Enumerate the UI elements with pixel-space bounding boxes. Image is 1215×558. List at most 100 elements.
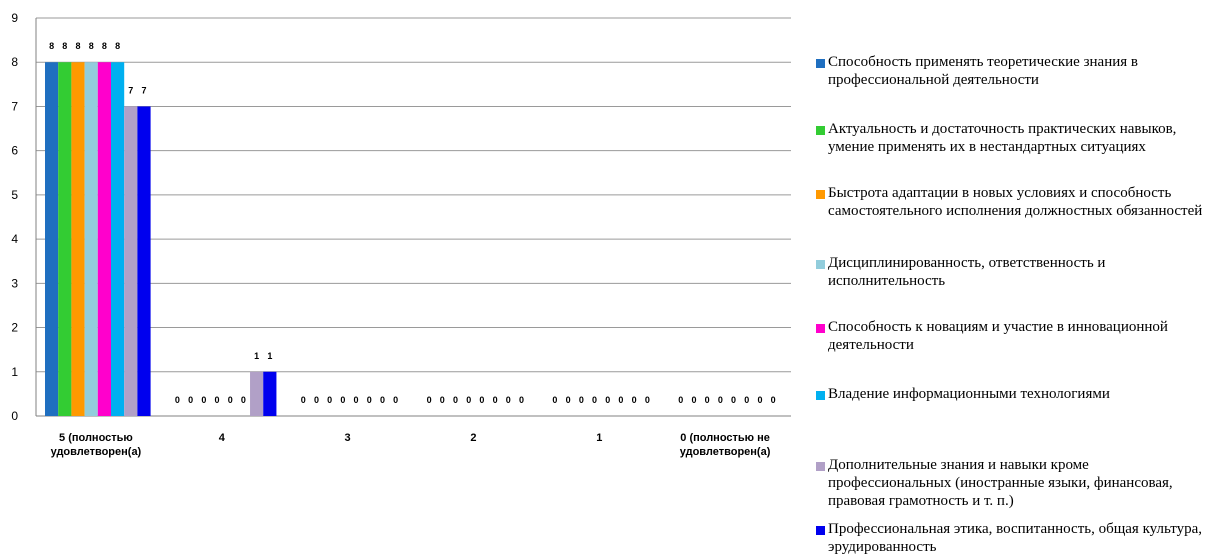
y-axis-ticks: 0 1 2 3 4 5 6 7 8 9: [11, 11, 18, 423]
data-label: 7: [141, 85, 146, 95]
legend-swatch: [816, 324, 825, 333]
x-category-label: 4: [219, 432, 226, 444]
x-category-label: удовлетворен(а): [51, 446, 142, 458]
data-label: 0: [228, 395, 233, 405]
data-label: 1: [254, 351, 259, 361]
legend-label: Актуальность и достаточность практически…: [828, 121, 1177, 155]
data-label: 8: [75, 41, 80, 51]
legend-item: Дисциплинированность, ответственность и …: [816, 254, 1212, 290]
legend-swatch: [816, 260, 825, 269]
y-tick-label: 4: [11, 232, 18, 246]
bar: [111, 62, 125, 416]
data-label: 8: [102, 41, 107, 51]
legend-swatch: [816, 391, 825, 400]
data-label: 8: [49, 41, 54, 51]
legend-swatch: [816, 190, 825, 199]
legend-label: Способность к новациям и участие в иннов…: [828, 319, 1168, 353]
data-label: 0: [632, 395, 637, 405]
data-label: 8: [115, 41, 120, 51]
data-label: 0: [314, 395, 319, 405]
data-label: 0: [215, 395, 220, 405]
data-label: 8: [89, 41, 94, 51]
legend-item: Способность применять теоретические знан…: [816, 53, 1212, 89]
legend-label: Профессиональная этика, воспитанность, о…: [828, 521, 1203, 555]
data-label: 0: [241, 395, 246, 405]
legend-item: Актуальность и достаточность практически…: [816, 120, 1212, 156]
gridlines: [35, 17, 791, 417]
legend-item: Дополнительные знания и навыки кроме про…: [816, 456, 1212, 510]
data-label: 0: [718, 395, 723, 405]
data-label: 0: [466, 395, 471, 405]
legend-label: Способность применять теоретические знан…: [828, 54, 1138, 88]
data-label: 0: [678, 395, 683, 405]
legend-label: Дисциплинированность, ответственность и …: [828, 255, 1106, 289]
data-label: 0: [744, 395, 749, 405]
legend-swatch: [816, 59, 825, 68]
bar: [97, 62, 111, 416]
y-tick-label: 2: [11, 321, 18, 335]
bar: [137, 106, 151, 416]
data-labels: 8 8 8 8 8 87 70 0 0 0 0 01 10 0 0 0 0 0 0 0 0 0 0 0 0 0 0 0 0 0 0 0 0 0 0 0…: [49, 41, 776, 405]
x-category-label: 1: [596, 432, 602, 444]
x-category-label: 5 (полностью: [59, 432, 133, 444]
data-label: 7: [128, 85, 133, 95]
bar: [250, 371, 264, 416]
data-label: 0: [340, 395, 345, 405]
legend-label: Владение информационными технологиями: [828, 386, 1110, 402]
data-label: 0: [757, 395, 762, 405]
bars: [45, 62, 277, 416]
x-category-label: удовлетворен(а): [680, 446, 771, 458]
data-label: 0: [519, 395, 524, 405]
y-tick-label: 0: [11, 409, 18, 423]
y-tick-label: 1: [11, 365, 18, 379]
bar: [84, 62, 98, 416]
bar: [58, 62, 72, 416]
data-label: 0: [645, 395, 650, 405]
data-label: 0: [367, 395, 372, 405]
x-category-label: 3: [345, 432, 351, 444]
data-label: 0: [605, 395, 610, 405]
data-label: 0: [440, 395, 445, 405]
data-label: 0: [506, 395, 511, 405]
data-label: 0: [201, 395, 206, 405]
data-label: 0: [579, 395, 584, 405]
data-label: 0: [301, 395, 306, 405]
data-label: 0: [175, 395, 180, 405]
legend-item: Быстрота адаптации в новых условиях и сп…: [816, 184, 1212, 220]
data-label: 0: [592, 395, 597, 405]
y-tick-label: 5: [11, 188, 18, 202]
data-label: 0: [731, 395, 736, 405]
data-label: 0: [393, 395, 398, 405]
legend-label: Быстрота адаптации в новых условиях и сп…: [828, 185, 1203, 219]
bar: [71, 62, 85, 416]
x-axis-categories: 5 (полностью удовлетворен(а) 4 3 2 1 0 (полнос…: [51, 432, 771, 458]
legend-item: Владение информационными технологиями: [816, 385, 1212, 403]
data-label: 0: [618, 395, 623, 405]
data-label: 0: [327, 395, 332, 405]
legend-swatch: [816, 126, 825, 135]
y-tick-label: 6: [11, 144, 18, 158]
bar: [45, 62, 59, 416]
data-label: 0: [552, 395, 557, 405]
x-category-label: 0 (полностью не: [680, 432, 770, 444]
bar: [124, 106, 138, 416]
legend-swatch: [816, 462, 825, 471]
legend-label: Дополнительные знания и навыки кроме про…: [828, 457, 1173, 509]
legend-item: Профессиональная этика, воспитанность, о…: [816, 520, 1212, 556]
data-label: 0: [691, 395, 696, 405]
data-label: 0: [354, 395, 359, 405]
data-label: 0: [380, 395, 385, 405]
data-label: 1: [267, 351, 272, 361]
y-tick-label: 3: [11, 276, 18, 290]
data-label: 0: [705, 395, 710, 405]
data-label: 0: [566, 395, 571, 405]
data-label: 0: [427, 395, 432, 405]
data-label: 0: [188, 395, 193, 405]
legend-item: Способность к новациям и участие в иннов…: [816, 318, 1212, 354]
data-label: 0: [453, 395, 458, 405]
y-tick-label: 9: [11, 11, 18, 25]
bar: [263, 371, 277, 416]
y-tick-label: 7: [11, 99, 18, 113]
data-label: 0: [493, 395, 498, 405]
